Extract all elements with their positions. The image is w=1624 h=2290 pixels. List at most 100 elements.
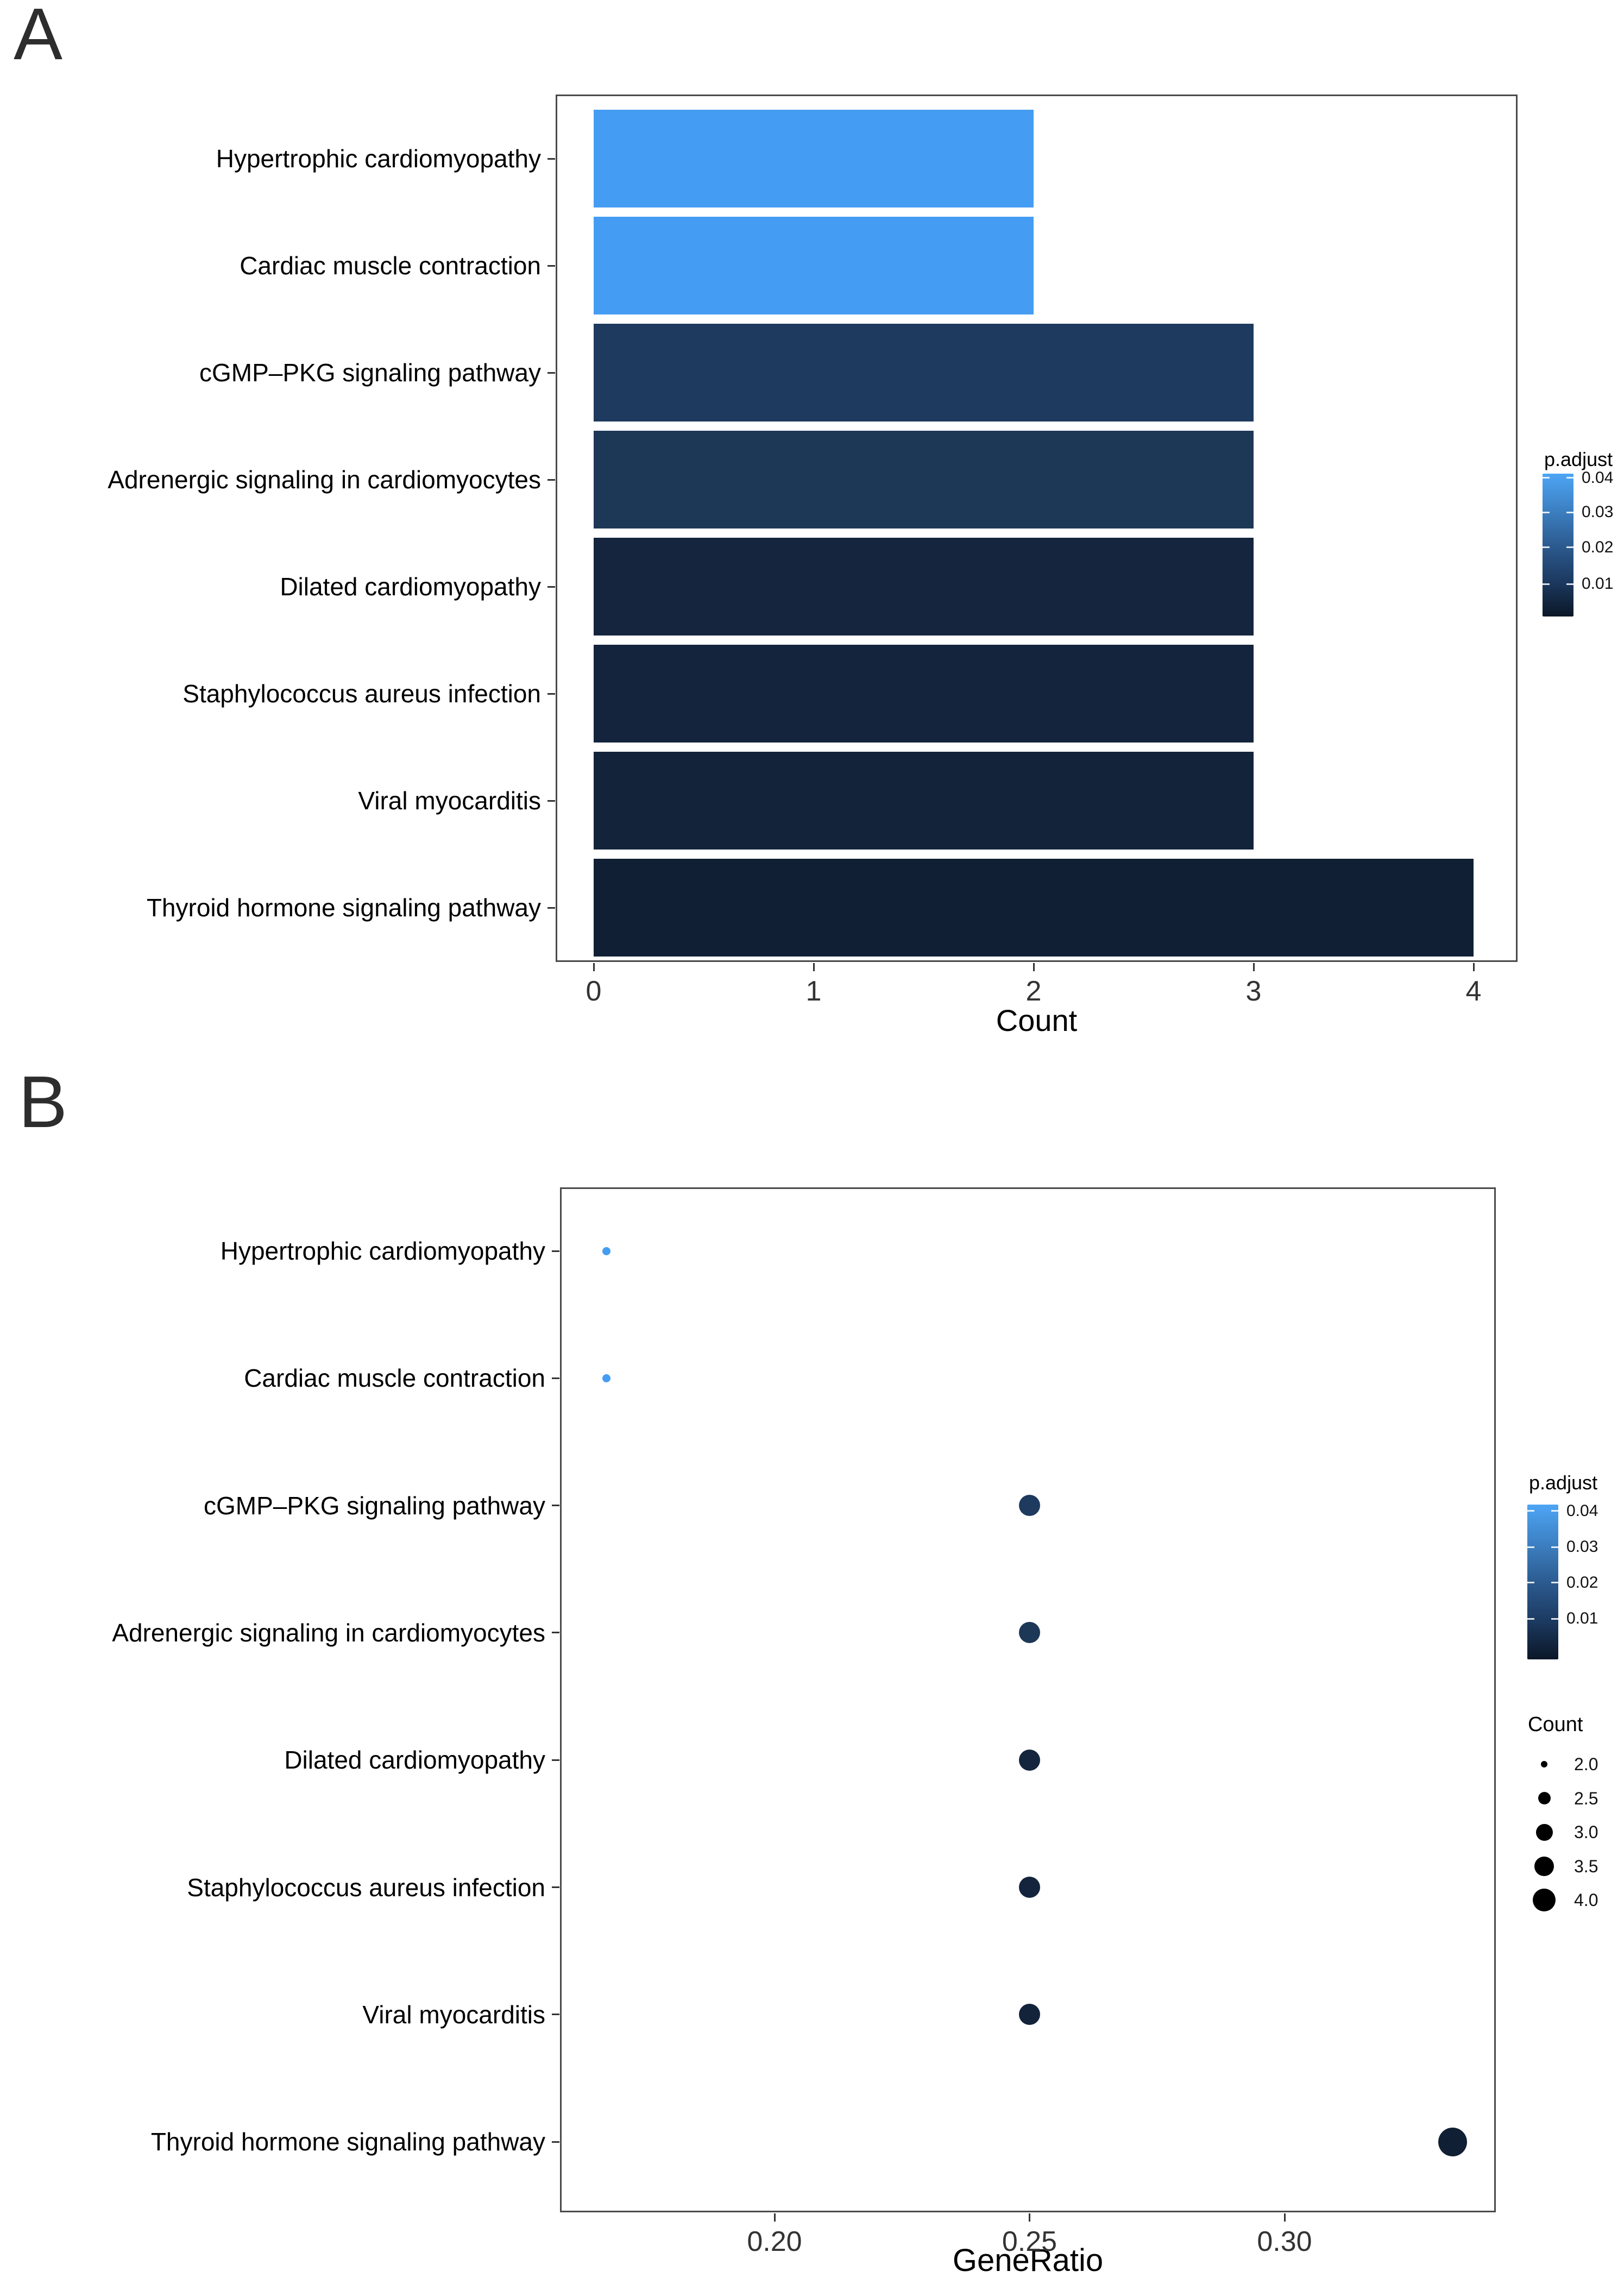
bar-2 [594,217,1034,314]
panel-a-label: A [14,0,63,75]
panel-a-padjust-gradient-tick [1543,546,1550,549]
panel-b-x-tick-label: 0.25 [1002,2226,1058,2257]
panel-a-y-tick [547,158,555,160]
panel-b-padjust-gradient-tick [1527,1546,1534,1548]
panel-b-padjust-gradient-tick [1551,1618,1558,1620]
panel-a-x-tick [1472,963,1475,971]
panel-b-x-tick-label: 0.20 [747,2226,802,2257]
bar-1 [594,110,1034,207]
panel-b-y-tick [552,1632,559,1634]
panel-a-padjust-tick-label: 0.02 [1582,538,1614,556]
panel-a-padjust-gradient-tick [1566,546,1573,549]
dot-3 [1019,1495,1040,1517]
panel-a-x-tick-label: 0 [586,976,602,1007]
panel-b-count-legend-label: 2.0 [1574,1754,1598,1774]
panel-b-padjust-legend-title: p.adjust [1529,1471,1598,1494]
panel-a-x-tick-label: 2 [1025,976,1042,1007]
panel-a-y-tick [547,693,555,695]
panel-a-category-label: Viral myocarditis [358,787,541,815]
panel-b-x-axis-title: GeneRatio [952,2243,1104,2278]
panel-a-padjust-tick-label: 0.03 [1582,503,1614,521]
panel-a-category-label: Dilated cardiomyopathy [280,572,541,601]
bar-5 [594,538,1254,636]
panel-a-x-tick [593,963,595,971]
panel-b-x-tick [1283,2213,1286,2222]
dot-7 [1019,2004,1040,2025]
panel-b-x-tick [773,2213,776,2222]
panel-a-category-label: Hypertrophic cardiomyopathy [216,144,541,173]
panel-a-x-axis-title: Count [996,1003,1078,1037]
dot-5 [1019,1749,1040,1771]
panel-b-x-tick [1029,2213,1030,2222]
dot-2 [602,1374,610,1382]
dot-4 [1019,1622,1040,1644]
panel-a-padjust-gradient-tick [1566,511,1573,513]
panel-a-x-tick [813,963,815,971]
panel-a-padjust-gradient-tick [1566,583,1573,585]
bar-7 [594,752,1254,850]
panel-b-padjust-gradient-tick [1551,1510,1558,1512]
panel-a-padjust-gradient-tick [1543,511,1550,513]
panel-b-count-legend-label: 3.0 [1574,1822,1598,1842]
panel-b-padjust-tick-label: 0.03 [1566,1538,1598,1556]
panel-b-y-tick [552,2014,559,2016]
panel-b-count-legend-dot [1538,1792,1551,1804]
panel-b-count-legend-dot [1534,1856,1554,1876]
panel-a-category-label: Thyroid hormone signaling pathway [146,894,541,922]
panel-a-padjust-gradient-tick [1543,477,1550,479]
panel-a-padjust-legend-title: p.adjust [1544,448,1613,470]
panel-b-count-legend-label: 3.5 [1574,1856,1598,1876]
panel-a-y-tick [547,586,555,588]
panel-b-category-label: Adrenergic signaling in cardiomyocytes [112,1618,545,1647]
bar-3 [594,324,1254,421]
panel-b-y-tick [552,1377,559,1379]
panel-b-category-label: Viral myocarditis [362,2000,545,2029]
panel-a-y-tick [547,479,555,481]
panel-b-padjust-tick-label: 0.02 [1566,1573,1598,1591]
dot-6 [1019,1877,1040,1898]
panel-b-category-label: Staphylococcus aureus infection [187,1873,545,1902]
panel-b-y-tick [552,1250,559,1252]
bar-8 [594,859,1474,957]
panel-b-padjust-gradient-tick [1527,1582,1534,1584]
panel-a-x-tick [1252,963,1255,971]
panel-a-category-label: cGMP–PKG signaling pathway [199,358,541,387]
panel-a-padjust-gradient-tick [1566,477,1573,479]
panel-b-category-label: cGMP–PKG signaling pathway [204,1491,545,1520]
panel-a-x-tick [1033,963,1035,971]
panel-b-category-label: Hypertrophic cardiomyopathy [220,1237,545,1265]
panel-b-padjust-gradient-tick [1527,1618,1534,1620]
dot-8 [1438,2127,1468,2156]
panel-a-x-tick-label: 1 [805,976,822,1007]
panel-b-count-legend-dot [1535,1823,1553,1841]
panel-b-count-legend-dot [1541,1761,1547,1767]
panel-a-x-tick-label: 3 [1245,976,1262,1007]
panel-b-padjust-gradient-tick [1527,1510,1534,1512]
panel-a-padjust-gradient-bar [1543,474,1573,616]
panel-b-category-label: Thyroid hormone signaling pathway [150,2128,545,2156]
panel-a-category-label: Staphylococcus aureus infection [182,680,541,708]
panel-b-count-legend-label: 4.0 [1574,1890,1598,1910]
panel-a-category-label: Cardiac muscle contraction [240,251,541,280]
bar-4 [594,431,1254,529]
panel-b-padjust-tick-label: 0.01 [1566,1609,1598,1628]
panel-b-label: B [18,1061,68,1143]
panel-a-y-tick [547,907,555,909]
panel-b-count-legend-dot [1533,1889,1556,1911]
panel-b-y-tick [552,1886,559,1888]
panel-a-padjust-tick-label: 0.01 [1582,575,1614,593]
panel-a-category-label: Adrenergic signaling in cardiomyocytes [108,465,541,494]
panel-a-y-tick [547,372,555,374]
panel-b-y-tick [552,1759,559,1761]
panel-a-y-tick [547,265,555,267]
panel-a-padjust-gradient-tick [1543,583,1550,585]
panel-b-x-tick-label: 0.30 [1257,2226,1312,2257]
panel-b-padjust-gradient-tick [1551,1582,1558,1584]
bar-6 [594,645,1254,743]
panel-a-y-tick [547,800,555,802]
panel-b-padjust-tick-label: 0.04 [1566,1501,1598,1520]
panel-b-plot-area [560,1187,1496,2212]
panel-b-category-label: Cardiac muscle contraction [244,1364,545,1393]
panel-b-count-legend-label: 2.5 [1574,1788,1598,1808]
